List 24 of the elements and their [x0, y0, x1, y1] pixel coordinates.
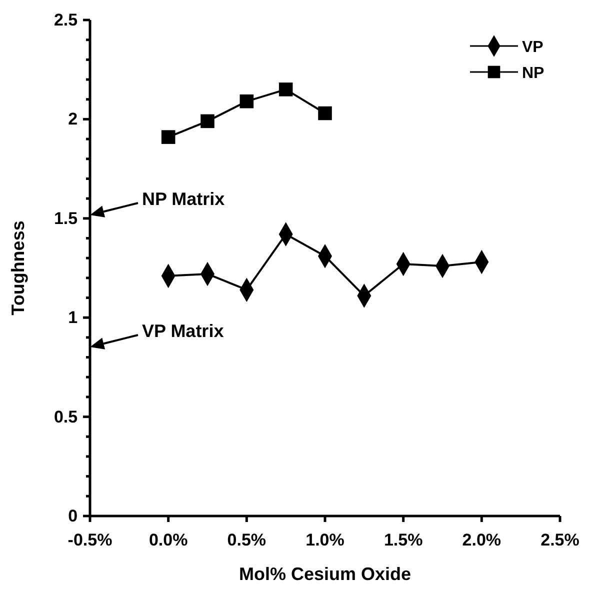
x-tick-label: 0.0% — [148, 530, 188, 550]
x-tick-label: 2.5% — [540, 530, 580, 550]
y-tick-label: 1 — [68, 308, 78, 328]
x-tick-label: 0.5% — [227, 530, 266, 550]
annotation: VP Matrix — [142, 321, 224, 341]
y-tick-label: 2.5 — [54, 10, 78, 30]
y-tick-label: 0.5 — [54, 407, 78, 426]
point — [278, 82, 293, 96]
y-tick-label: 0 — [68, 506, 78, 526]
x-tick-label: 1.5% — [384, 530, 423, 550]
y-tick-label: 1.5 — [54, 208, 78, 228]
x-tick-label: 1.0% — [306, 530, 344, 550]
x-tick-label: -0.5% — [68, 530, 112, 550]
legend-label: NP — [522, 65, 545, 82]
x-tick-label: 2.0% — [462, 530, 502, 550]
point — [200, 114, 214, 128]
y-axis-title: Toughness — [8, 220, 28, 316]
legend-label: VP — [522, 39, 544, 56]
point — [318, 106, 332, 120]
point — [240, 94, 254, 108]
y-tick-label: 2 — [68, 110, 78, 129]
annotation: NP Matrix — [142, 189, 225, 209]
point — [161, 130, 176, 144]
x-axis-title: Mol% Cesium Oxide — [238, 564, 412, 584]
